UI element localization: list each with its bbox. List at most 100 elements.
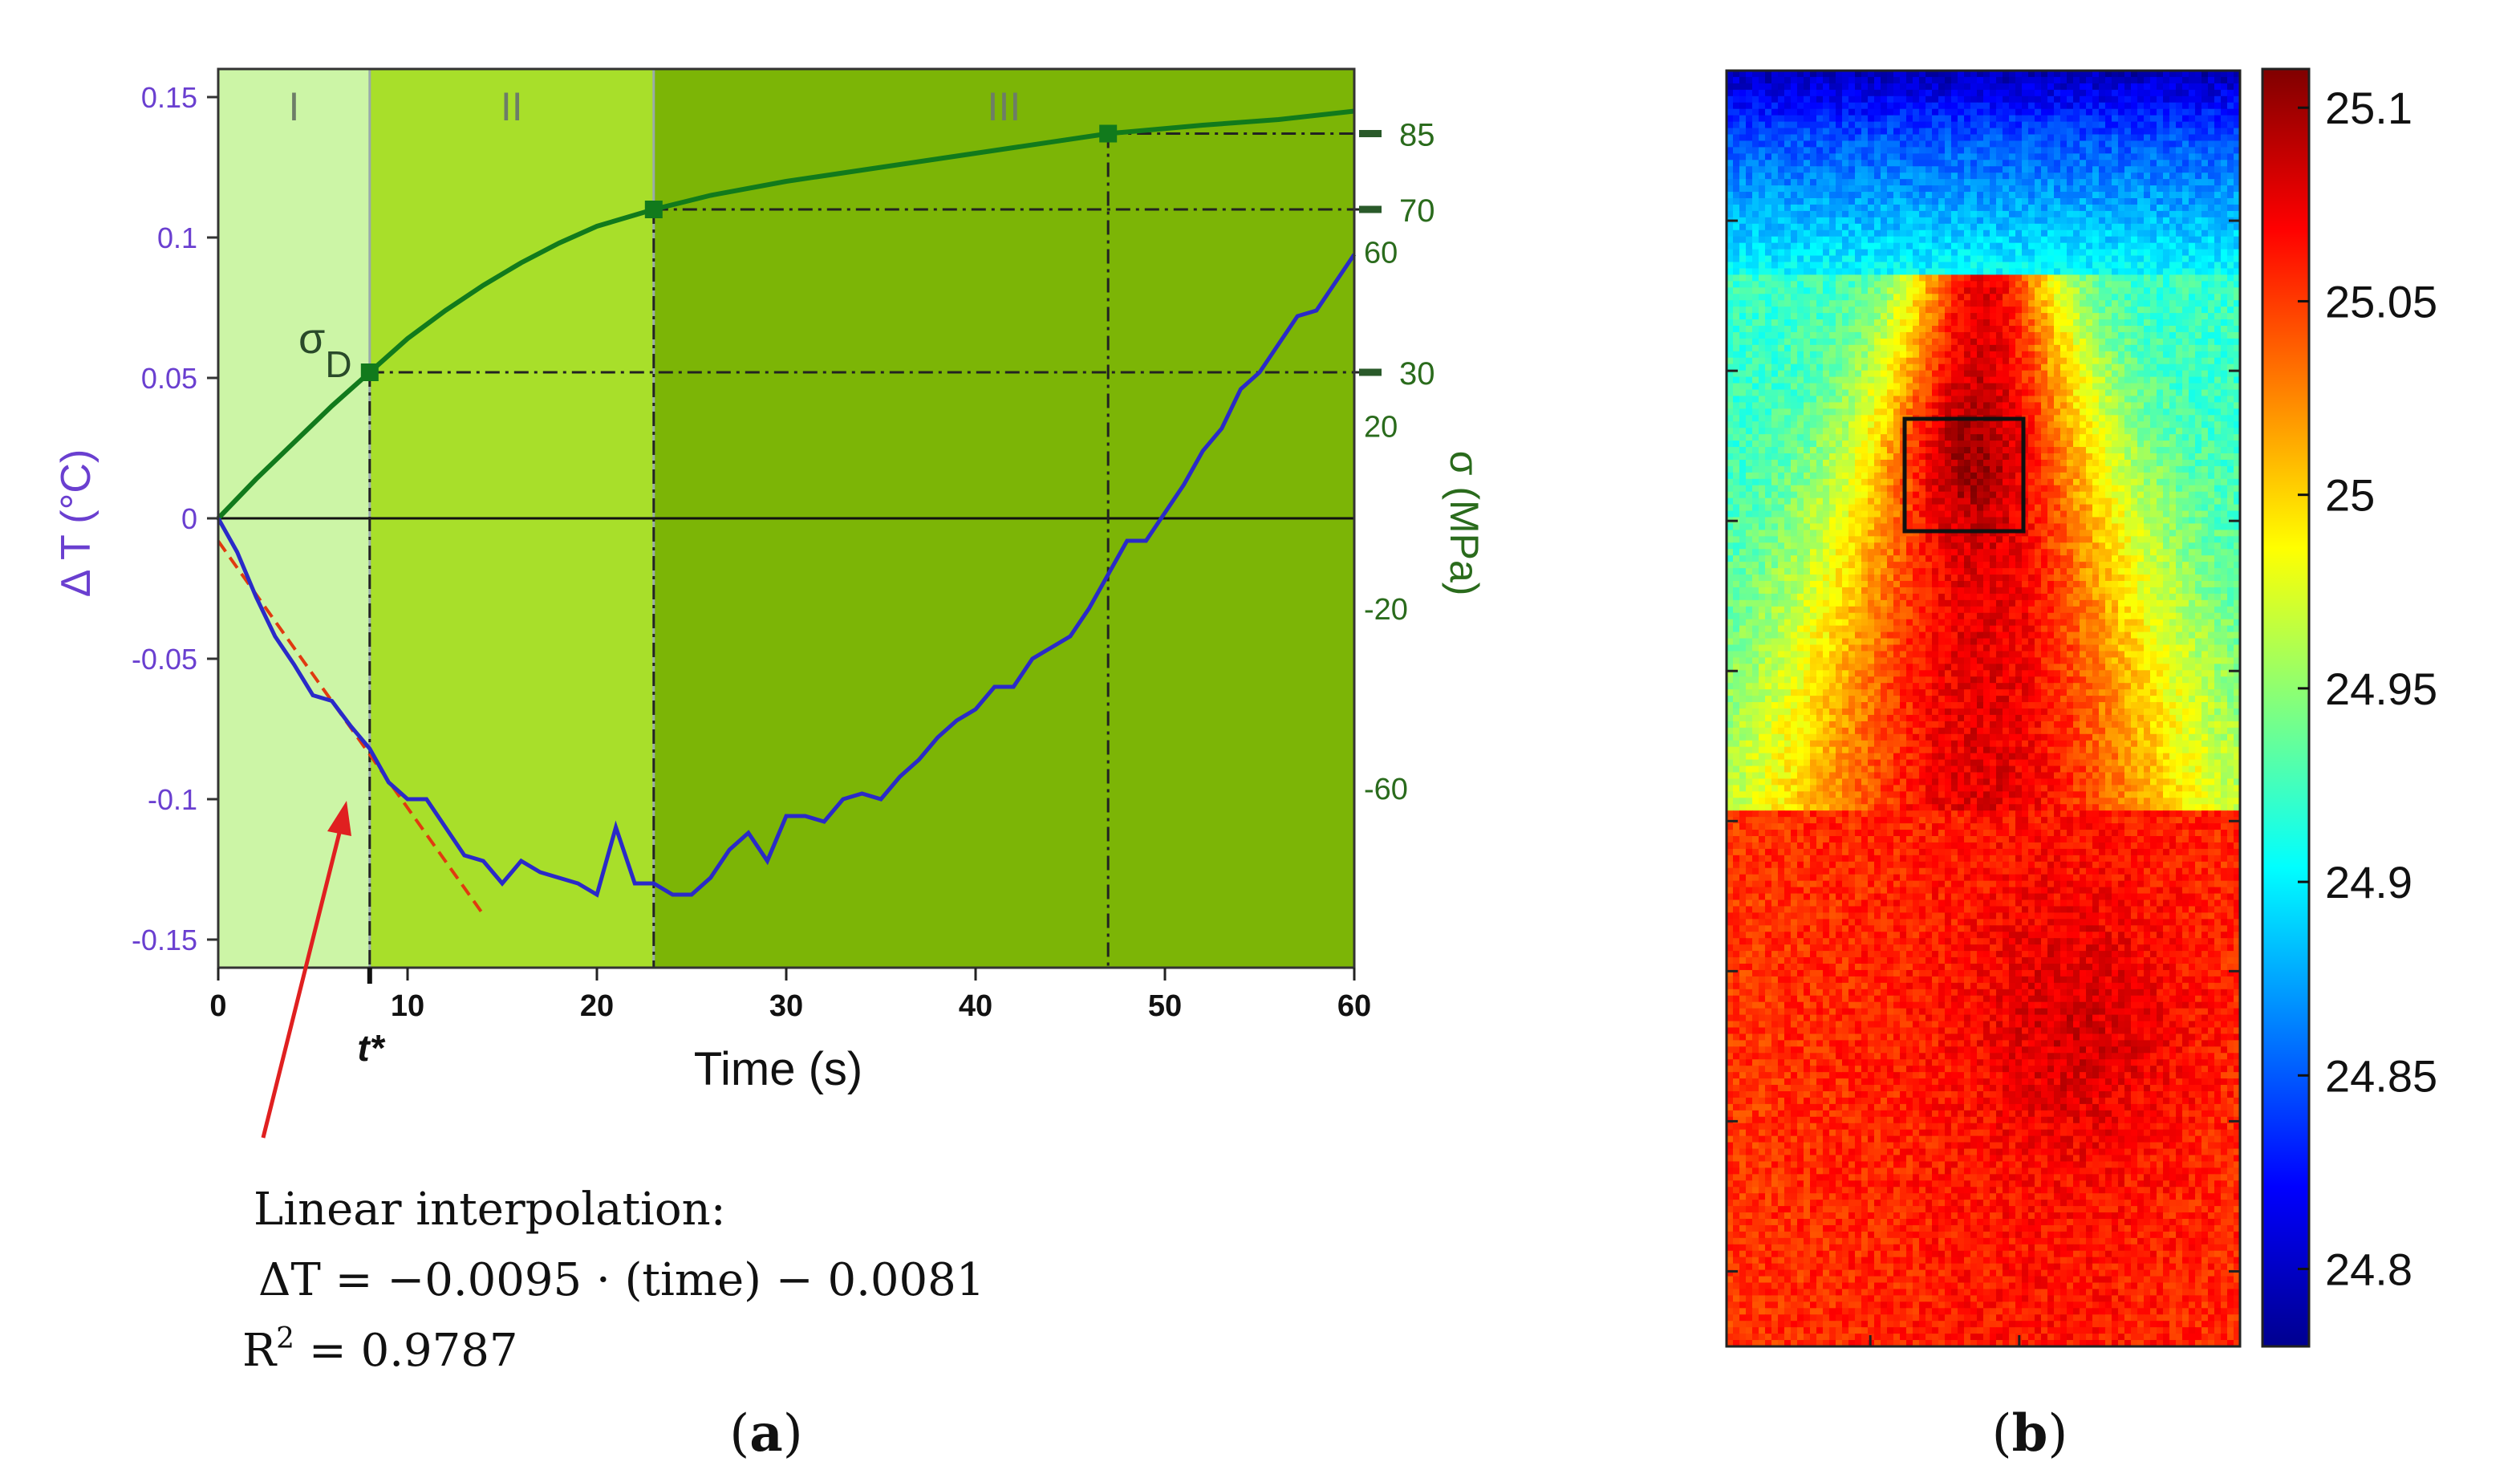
heatmap-cell xyxy=(2112,115,2119,123)
heatmap-cell xyxy=(1893,428,1901,435)
heatmap-cell xyxy=(1836,294,1843,301)
heatmap-cell xyxy=(2060,447,2068,454)
heatmap-cell xyxy=(2208,428,2215,435)
heatmap-cell xyxy=(1739,236,1747,244)
heatmap-cell xyxy=(2015,121,2023,129)
heatmap-cell xyxy=(1861,236,1869,244)
heatmap-cell xyxy=(1990,89,1997,97)
heatmap-cell xyxy=(1842,76,1849,84)
heatmap-cell xyxy=(1739,376,1747,384)
heatmap-cell xyxy=(2009,128,2016,136)
heatmap-cell xyxy=(2047,281,2055,288)
heatmap-cell xyxy=(1919,204,1926,212)
heatmap-cell xyxy=(2208,166,2215,173)
heatmap-cell xyxy=(1771,71,1779,78)
heatmap-cell xyxy=(1836,363,1843,372)
heatmap-cell xyxy=(1893,396,1901,403)
heatmap-cell xyxy=(2112,76,2119,84)
heatmap-cell xyxy=(2137,198,2145,205)
heatmap-cell xyxy=(1727,338,1734,346)
heatmap-cell xyxy=(1977,434,1984,441)
heatmap-cell xyxy=(1964,236,1971,244)
heatmap-cell xyxy=(1836,370,1843,378)
heatmap-cell xyxy=(2028,370,2035,378)
heatmap-cell xyxy=(1733,128,1740,136)
heatmap-cell xyxy=(2015,134,2023,142)
heatmap-cell xyxy=(1778,408,1785,416)
heatmap-cell xyxy=(2157,185,2164,193)
heatmap-cell xyxy=(1861,307,1869,314)
heatmap-cell xyxy=(2131,192,2138,199)
heatmap-cell xyxy=(2047,185,2055,193)
heatmap-cell xyxy=(1887,402,1894,409)
heatmap-cell xyxy=(1996,402,2003,409)
heatmap-cell xyxy=(2105,319,2112,327)
heatmap-cell xyxy=(2124,217,2132,225)
heatmap-cell xyxy=(1727,396,1734,403)
heatmap-cell xyxy=(1829,389,1836,397)
heatmap-cell xyxy=(2221,229,2228,238)
heatmap-cell xyxy=(2009,95,2016,104)
heatmap-cell xyxy=(1983,262,1990,270)
heatmap-cell xyxy=(1784,351,1792,359)
heatmap-cell xyxy=(1759,344,1766,352)
heatmap-cell xyxy=(2054,153,2061,160)
heatmap-cell xyxy=(1765,76,1772,84)
heatmap-cell xyxy=(1791,95,1798,104)
heatmap-cell xyxy=(1752,223,1759,231)
heatmap-cell xyxy=(1829,128,1836,136)
heatmap-cell xyxy=(1765,363,1772,372)
heatmap-cell xyxy=(2214,140,2222,148)
heatmap-cell xyxy=(2221,76,2228,84)
heatmap-cell xyxy=(1797,83,1804,91)
heatmap-cell xyxy=(2157,217,2164,225)
heatmap-cell xyxy=(1964,229,1971,238)
heatmap-cell xyxy=(1913,357,1920,365)
heatmap-cell xyxy=(2169,363,2177,372)
heatmap-cell xyxy=(2086,223,2093,231)
heatmap-cell xyxy=(1804,447,1811,454)
heatmap-cell xyxy=(1868,338,1875,346)
heatmap-cell xyxy=(1990,421,1997,428)
heatmap-cell xyxy=(2169,453,2177,461)
heatmap-cell xyxy=(2009,153,2016,160)
heatmap-cell xyxy=(1791,351,1798,359)
heatmap-cell xyxy=(2201,363,2209,372)
heatmap-cell xyxy=(1759,210,1766,218)
heatmap-cell xyxy=(1951,249,1958,257)
heatmap-cell xyxy=(2112,441,2119,448)
heatmap-cell xyxy=(1951,173,1958,180)
heatmap-cell xyxy=(2208,370,2215,378)
heatmap-cell xyxy=(2118,210,2125,218)
heatmap-cell xyxy=(2195,357,2202,365)
heatmap-cell xyxy=(1964,389,1971,397)
heatmap-cell xyxy=(2124,281,2132,288)
heatmap-cell xyxy=(1868,344,1875,352)
heatmap-cell xyxy=(1836,128,1843,136)
heatmap-cell xyxy=(1771,344,1779,352)
heatmap-cell xyxy=(1752,204,1759,212)
heatmap-cell xyxy=(1842,108,1849,116)
heatmap-cell xyxy=(1752,313,1759,320)
heatmap-cell xyxy=(1977,408,1984,416)
heatmap-cell xyxy=(2234,421,2241,428)
heatmap-cell xyxy=(1752,121,1759,129)
heatmap-cell xyxy=(2176,147,2183,154)
heatmap-cell xyxy=(2195,229,2202,238)
heatmap-cell xyxy=(1938,255,1946,263)
heatmap-cell xyxy=(1861,338,1869,346)
heatmap-cell xyxy=(1970,173,1978,180)
heatmap-cell xyxy=(2137,307,2145,314)
heatmap-cell xyxy=(2060,376,2068,384)
heatmap-cell xyxy=(1913,363,1920,372)
heatmap-cell xyxy=(2086,210,2093,218)
heatmap-cell xyxy=(2214,173,2222,180)
heatmap-cell xyxy=(1951,76,1958,84)
heatmap-cell xyxy=(1913,210,1920,218)
heatmap-cell xyxy=(2234,351,2241,359)
heatmap-cell xyxy=(2201,255,2209,263)
heatmap-cell xyxy=(1784,370,1792,378)
heatmap-cell xyxy=(1932,102,1939,110)
heatmap-cell xyxy=(1778,76,1785,84)
heatmap-cell xyxy=(2041,376,2048,384)
